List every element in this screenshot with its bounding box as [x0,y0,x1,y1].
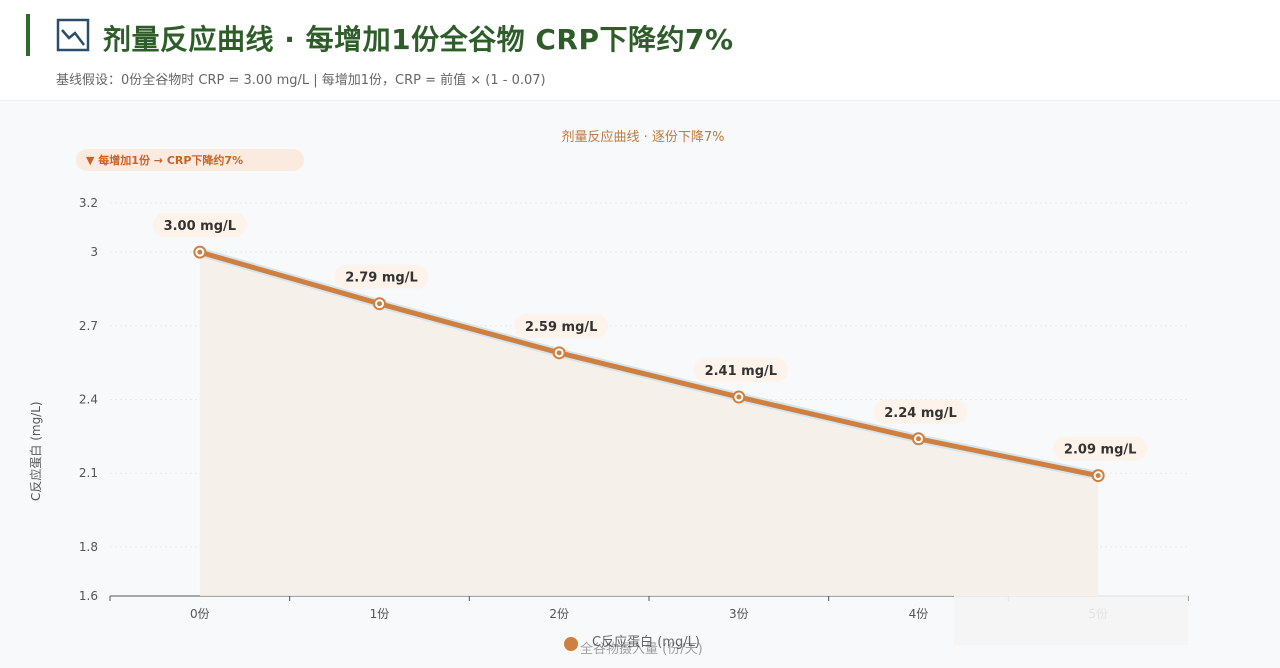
data-label: 3.00 mg/L [164,219,236,234]
series-area [199,252,1099,596]
data-label-bg [1053,436,1148,461]
data-label: 2.09 mg/L [1064,443,1136,458]
x-tick-label: 1份 [370,607,390,621]
chart-card: 剂量反应曲线 · 逐份下降7% ▼ 每增加1份 → CRP下降约7% C反应蛋白… [0,100,1280,668]
annotation-tag: ▼ 每增加1份 → CRP下降约7% [76,149,304,171]
page-subtitle: 基线假设：0份全谷物时 CRP = 3.00 mg/L | 每增加1份，CRP … [56,73,546,88]
y-tick-label: 3 [90,245,98,259]
y-tick-label: 2.1 [79,466,98,480]
x-tick-label: 2份 [549,607,569,621]
overlay-blur-patch [954,595,1188,645]
data-label: 2.24 mg/L [884,406,956,421]
data-point-core [1095,473,1101,479]
y-tick-label: 3.2 [79,196,98,210]
data-point-core [197,249,203,255]
x-tick-label: 0份 [190,607,210,621]
legend-series-name: C反应蛋白 (mg/L) [592,634,700,650]
data-label: 2.41 mg/L [705,364,777,379]
data-point-core [916,436,921,442]
data-label: 2.59 mg/L [525,320,597,335]
data-label-bg [693,358,788,383]
annotation-text: ▼ 每增加1份 → CRP下降约7% [86,153,243,167]
data-label-bg [514,313,609,338]
data-label-bg [873,399,968,424]
y-tick-label: 1.8 [79,540,98,554]
x-tick-label: 3份 [729,607,749,621]
y-tick-label: 2.7 [79,319,98,333]
data-point-core [377,301,382,307]
line-chart-icon [56,18,90,52]
data-point-core [556,350,562,356]
data-label-bg [152,213,247,238]
data-point-core [736,394,742,400]
legend-marker [564,637,578,651]
series-line [199,249,1099,479]
data-label: 2.79 mg/L [345,271,417,286]
page-title: 剂量反应曲线 · 每增加1份全谷物 CRP下降约7% [103,23,734,56]
header: 剂量反应曲线 · 每增加1份全谷物 CRP下降约7% 基线假设：0份全谷物时 C… [0,0,1280,100]
title-accent-bar [26,14,30,56]
y-tick-label: 1.6 [79,589,98,603]
y-tick-label: 2.4 [79,393,98,407]
data-label-bg [334,264,429,289]
chart-title: 剂量反应曲线 · 逐份下降7% [561,129,724,145]
chart-legend[interactable]: C反应蛋白 (mg/L) [564,634,700,651]
dose-response-chart: 剂量反应曲线 · 逐份下降7% ▼ 每增加1份 → CRP下降约7% C反应蛋白… [28,129,1189,657]
x-axis-label: 全谷物摄入量 (份/天) [580,641,703,657]
x-tick-label: 4份 [909,607,929,621]
y-axis-label: C反应蛋白 (mg/L) [28,401,43,501]
